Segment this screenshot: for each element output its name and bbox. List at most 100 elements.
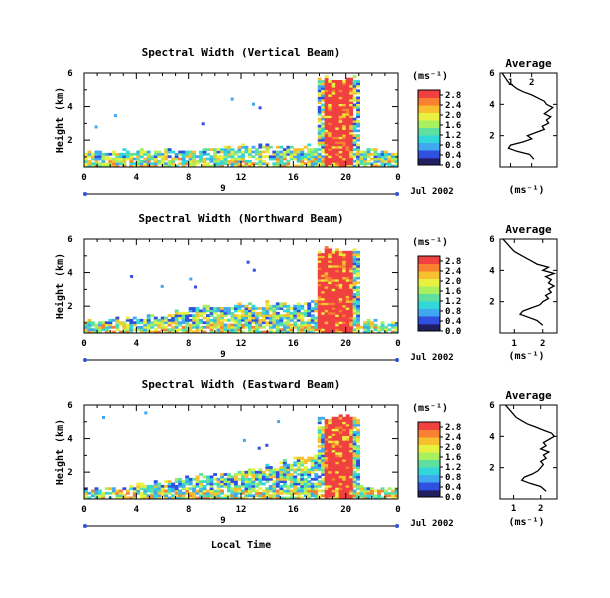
heatmap-cell [338,416,343,420]
heatmap-cell [314,323,319,327]
heatmap-cell [303,302,308,306]
heatmap-cell [310,468,315,472]
heatmap-cell [230,487,235,491]
heatmap-cell [345,466,350,469]
heatmap-cell [377,489,381,493]
y-tick-label: 2 [67,136,72,146]
heatmap-cell [188,309,193,313]
heatmap-cell [98,323,102,327]
heatmap-cell [234,152,238,156]
heatmap-cell [324,444,329,448]
heatmap-cell [359,491,364,495]
heatmap-cell [223,325,228,329]
heatmap-cell [307,150,312,154]
heatmap-cell [345,113,350,116]
heatmap-cell [307,489,312,493]
heatmap-cell [349,309,354,313]
heatmap-cell [380,325,385,329]
heatmap-cell [366,328,371,332]
heatmap-cell [338,484,343,488]
heatmap-cell [356,435,360,439]
heatmap-cell [279,496,284,500]
heatmap-cell [317,444,322,448]
heatmap-cell [345,297,350,301]
heatmap-cell [268,309,273,313]
heatmap-cell [328,449,333,453]
heatmap-cell [356,115,360,119]
heatmap-cell [356,482,360,486]
heatmap-cell [335,271,340,275]
heatmap-cell [289,463,294,467]
heatmap-cell [251,496,256,500]
heatmap-cell [234,489,238,493]
x-tick-label: 20 [340,173,351,183]
heatmap-cell [359,325,364,329]
heatmap-cell [185,480,190,483]
heatmap-cell [296,325,301,329]
heatmap-cell [296,489,301,493]
heatmap-cell [317,318,322,322]
heatmap-cell [164,491,169,495]
heatmap-cell [213,318,217,322]
heatmap-cell [244,304,249,308]
heatmap-cell [230,307,235,310]
heatmap-cell [342,281,347,285]
heatmap-cell [275,496,280,500]
heatmap-cell [94,152,99,156]
heatmap-cell [345,148,350,151]
heatmap-cell [181,314,186,317]
heatmap-cell [349,480,354,483]
heatmap-cell [150,491,155,495]
heatmap-cell [241,484,245,488]
date-label: Jul 2002 [410,187,453,197]
heatmap-cell [380,328,385,332]
heatmap-cell [160,328,165,332]
heatmap-cell [188,307,193,310]
heatmap-cell [125,318,130,322]
heatmap-cell [352,155,357,159]
heatmap-cell [244,314,249,317]
heatmap-cell [192,152,197,156]
heatmap-cell [181,480,186,483]
heatmap-cell [345,325,350,329]
heatmap-cell [227,311,231,315]
heatmap-cell [310,162,315,166]
heatmap-cell [282,459,287,462]
heatmap-cell [328,113,333,116]
heatmap-cell [227,162,231,166]
heatmap-cell [258,473,263,476]
heatmap-cell [300,325,305,329]
heatmap-cell [349,442,354,446]
heatmap-cell [317,101,322,104]
heatmap-cell [192,330,197,334]
heatmap-cell [324,473,329,476]
heatmap-cell [370,157,374,161]
colorbar-segment [418,129,440,132]
heatmap-cell [345,271,350,275]
heatmap-cell [199,328,203,332]
heatmap-cell [275,314,280,317]
heatmap-cell [213,323,217,327]
heatmap-cell [342,98,347,102]
heatmap-cell [157,484,162,488]
heatmap-cell [296,148,301,151]
heatmap-cell [321,288,326,292]
heatmap-cell [342,463,347,467]
colorbar-segment [418,442,440,445]
heatmap-cell [98,330,102,334]
heatmap-cell [293,323,298,327]
heatmap-cell [338,473,343,476]
heatmap-cell [331,152,336,156]
heatmap-cell [328,84,333,88]
heatmap-cell [356,456,360,460]
heatmap-cell [331,96,336,100]
heatmap-cell [335,159,340,163]
heatmap-cell [352,311,357,315]
heatmap-cell [363,487,367,491]
heatmap-cell [345,304,350,308]
heatmap-cell [220,316,224,320]
heatmap-cell [216,496,221,500]
heatmap-cell [342,276,347,280]
heatmap-cell [244,321,249,325]
average-y-tick-label: 6 [489,69,494,79]
